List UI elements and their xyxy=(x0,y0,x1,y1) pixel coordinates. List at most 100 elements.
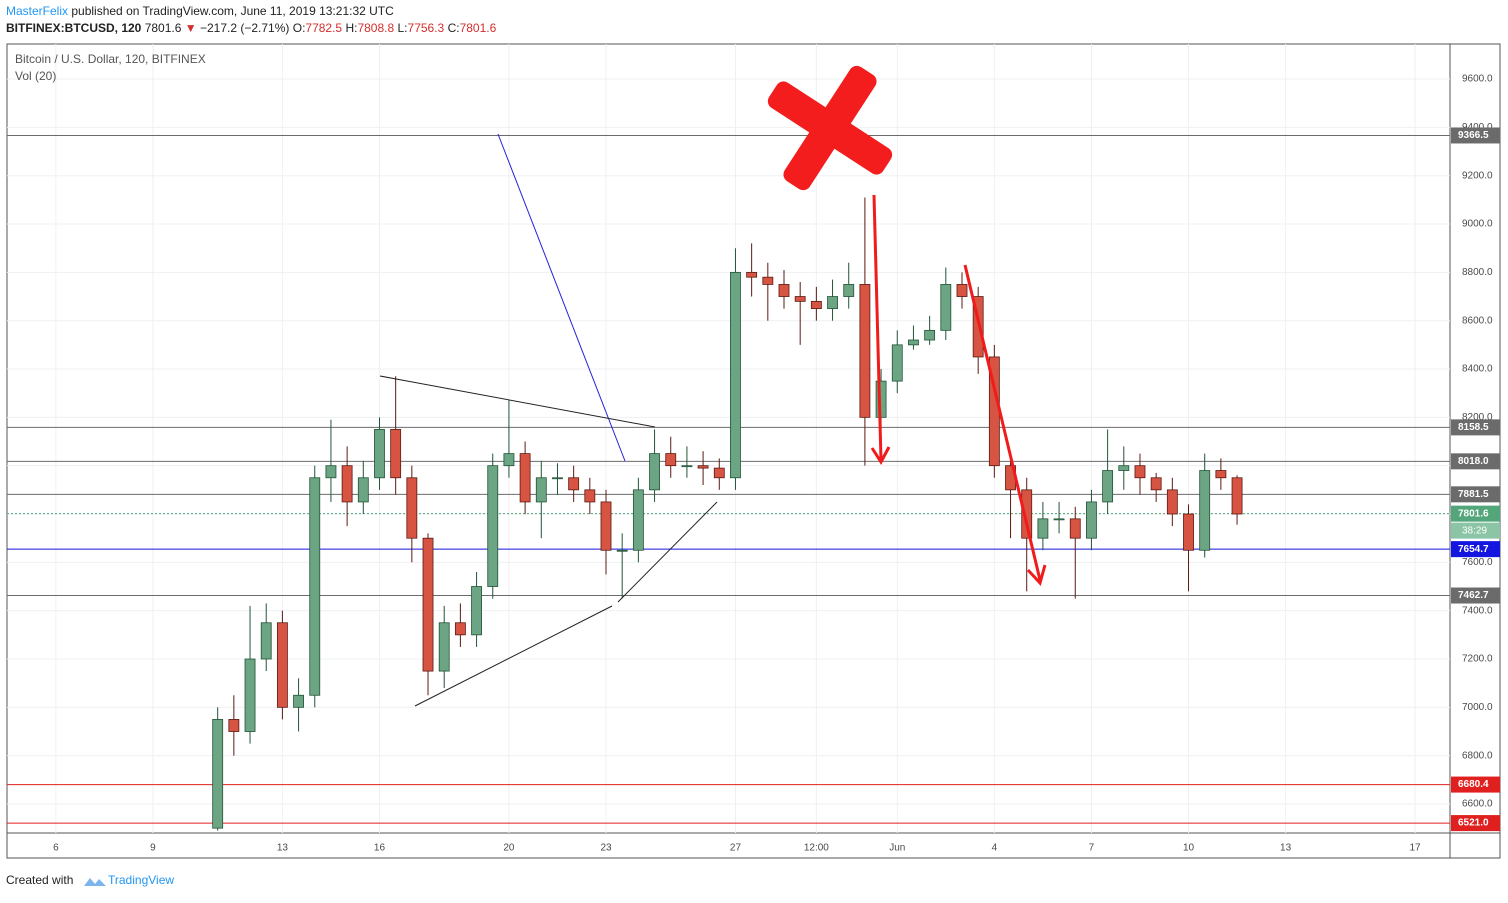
candle-body xyxy=(503,453,515,467)
price-label: 8018.0 xyxy=(1458,456,1489,467)
change: −217.2 (−2.71%) xyxy=(200,21,289,35)
logo xyxy=(84,878,106,886)
candle-body xyxy=(778,284,790,297)
arrow-head xyxy=(870,446,891,465)
candle-body xyxy=(1183,513,1194,551)
x-tick-label: Jun xyxy=(889,843,905,854)
trend-line xyxy=(379,375,656,428)
candles xyxy=(212,197,1243,831)
footer-brand[interactable]: TradingView xyxy=(108,873,174,887)
arrow-head xyxy=(1026,564,1047,586)
candle-body xyxy=(730,271,741,479)
countdown: 38:29 xyxy=(1462,525,1487,536)
candle-body xyxy=(649,453,660,491)
candle-body xyxy=(1021,489,1033,539)
x-tick-label: 6 xyxy=(53,843,59,854)
candle-body xyxy=(552,477,563,480)
close-value: 7801.6 xyxy=(460,21,497,35)
x-tick-label: 10 xyxy=(1183,843,1195,854)
candle-body xyxy=(956,284,968,297)
candle-body xyxy=(341,465,353,503)
candle-body xyxy=(697,465,709,469)
y-tick-label: 9600.0 xyxy=(1462,74,1493,85)
candle-body xyxy=(713,467,725,479)
y-tick-label: 7200.0 xyxy=(1462,654,1493,665)
candle-body xyxy=(616,549,628,552)
header-line: MasterFelix published on TradingView.com… xyxy=(6,4,394,18)
candle-body xyxy=(1231,477,1243,515)
candle-body xyxy=(794,296,806,302)
footer-text: Created with xyxy=(6,873,73,887)
candle-body xyxy=(1053,518,1065,521)
candle-body xyxy=(810,300,822,310)
candle-body xyxy=(212,719,224,829)
price-label: 6680.4 xyxy=(1458,779,1489,790)
candle-body xyxy=(1037,518,1049,539)
candle-body xyxy=(309,477,321,696)
candle-body xyxy=(1086,501,1097,539)
high-value: 7808.8 xyxy=(357,21,394,35)
candle-body xyxy=(584,489,596,503)
y-tick-label: 8400.0 xyxy=(1462,364,1493,375)
candle-body xyxy=(827,296,838,310)
symbol-line: BITFINEX:BTCUSD, 120 7801.6 ▼ −217.2 (−2… xyxy=(6,21,497,35)
x-tick-label: 16 xyxy=(374,843,386,854)
open-value: 7782.5 xyxy=(305,21,342,35)
candle-body xyxy=(1150,477,1162,491)
last-price: 7801.6 xyxy=(145,21,182,35)
candle-body xyxy=(1215,470,1227,479)
candle-body xyxy=(746,271,758,278)
published: published on TradingView.com, June 11, 2… xyxy=(71,4,394,18)
candle-body xyxy=(406,477,418,539)
candle-body xyxy=(293,694,304,708)
x-tick-label: 9 xyxy=(150,843,156,854)
y-tick-label: 9000.0 xyxy=(1462,219,1493,230)
candle-body xyxy=(374,429,385,479)
x-tick-label: 20 xyxy=(503,843,515,854)
series-title: Bitcoin / U.S. Dollar, 120, BITFINEX xyxy=(15,52,206,66)
candle-body xyxy=(1199,470,1211,551)
x-tick-label: 17 xyxy=(1409,843,1421,854)
candle-body xyxy=(390,429,402,479)
price-label-box xyxy=(1451,419,1500,436)
price-label-box xyxy=(1451,776,1500,793)
low-value: 7756.3 xyxy=(408,21,445,35)
candle-body xyxy=(422,537,434,672)
y-tick-label: 7000.0 xyxy=(1462,702,1493,713)
chart-frame xyxy=(6,43,1501,859)
y-tick-label: 8200.0 xyxy=(1462,412,1493,423)
trend-line xyxy=(617,501,718,603)
candle-body xyxy=(843,284,855,297)
price-label-box xyxy=(1451,453,1500,470)
price-label-box xyxy=(1451,127,1500,144)
candle-body xyxy=(632,489,644,551)
close-label: C: xyxy=(448,21,460,35)
y-tick-label: 7600.0 xyxy=(1462,557,1493,568)
candle-body xyxy=(276,622,288,708)
candle-body xyxy=(325,465,337,479)
x-tick-label: 12:00 xyxy=(804,843,829,854)
candle-body xyxy=(665,453,677,467)
candle-body xyxy=(519,453,531,503)
y-tick-label: 8600.0 xyxy=(1462,315,1493,326)
author[interactable]: MasterFelix xyxy=(6,4,68,18)
candle-body xyxy=(891,344,903,382)
candle-body xyxy=(1102,470,1114,503)
high-label: H: xyxy=(345,21,357,35)
price-label-box xyxy=(1451,815,1500,832)
x-tick-label: 4 xyxy=(992,843,998,854)
price-label: 7654.7 xyxy=(1458,544,1489,555)
open-label: O: xyxy=(293,21,306,35)
candle-body xyxy=(438,622,450,672)
candle-body xyxy=(535,477,547,503)
x-tick-label: 27 xyxy=(730,843,742,854)
candle-body xyxy=(762,276,774,285)
grid xyxy=(7,44,1450,833)
x-tick-label: 13 xyxy=(1280,843,1292,854)
candle-body xyxy=(859,284,871,418)
y-tick-label: 9200.0 xyxy=(1462,170,1493,181)
candle-body xyxy=(1069,518,1081,539)
candle-body xyxy=(600,501,612,551)
x-tick-label: 23 xyxy=(600,843,612,854)
